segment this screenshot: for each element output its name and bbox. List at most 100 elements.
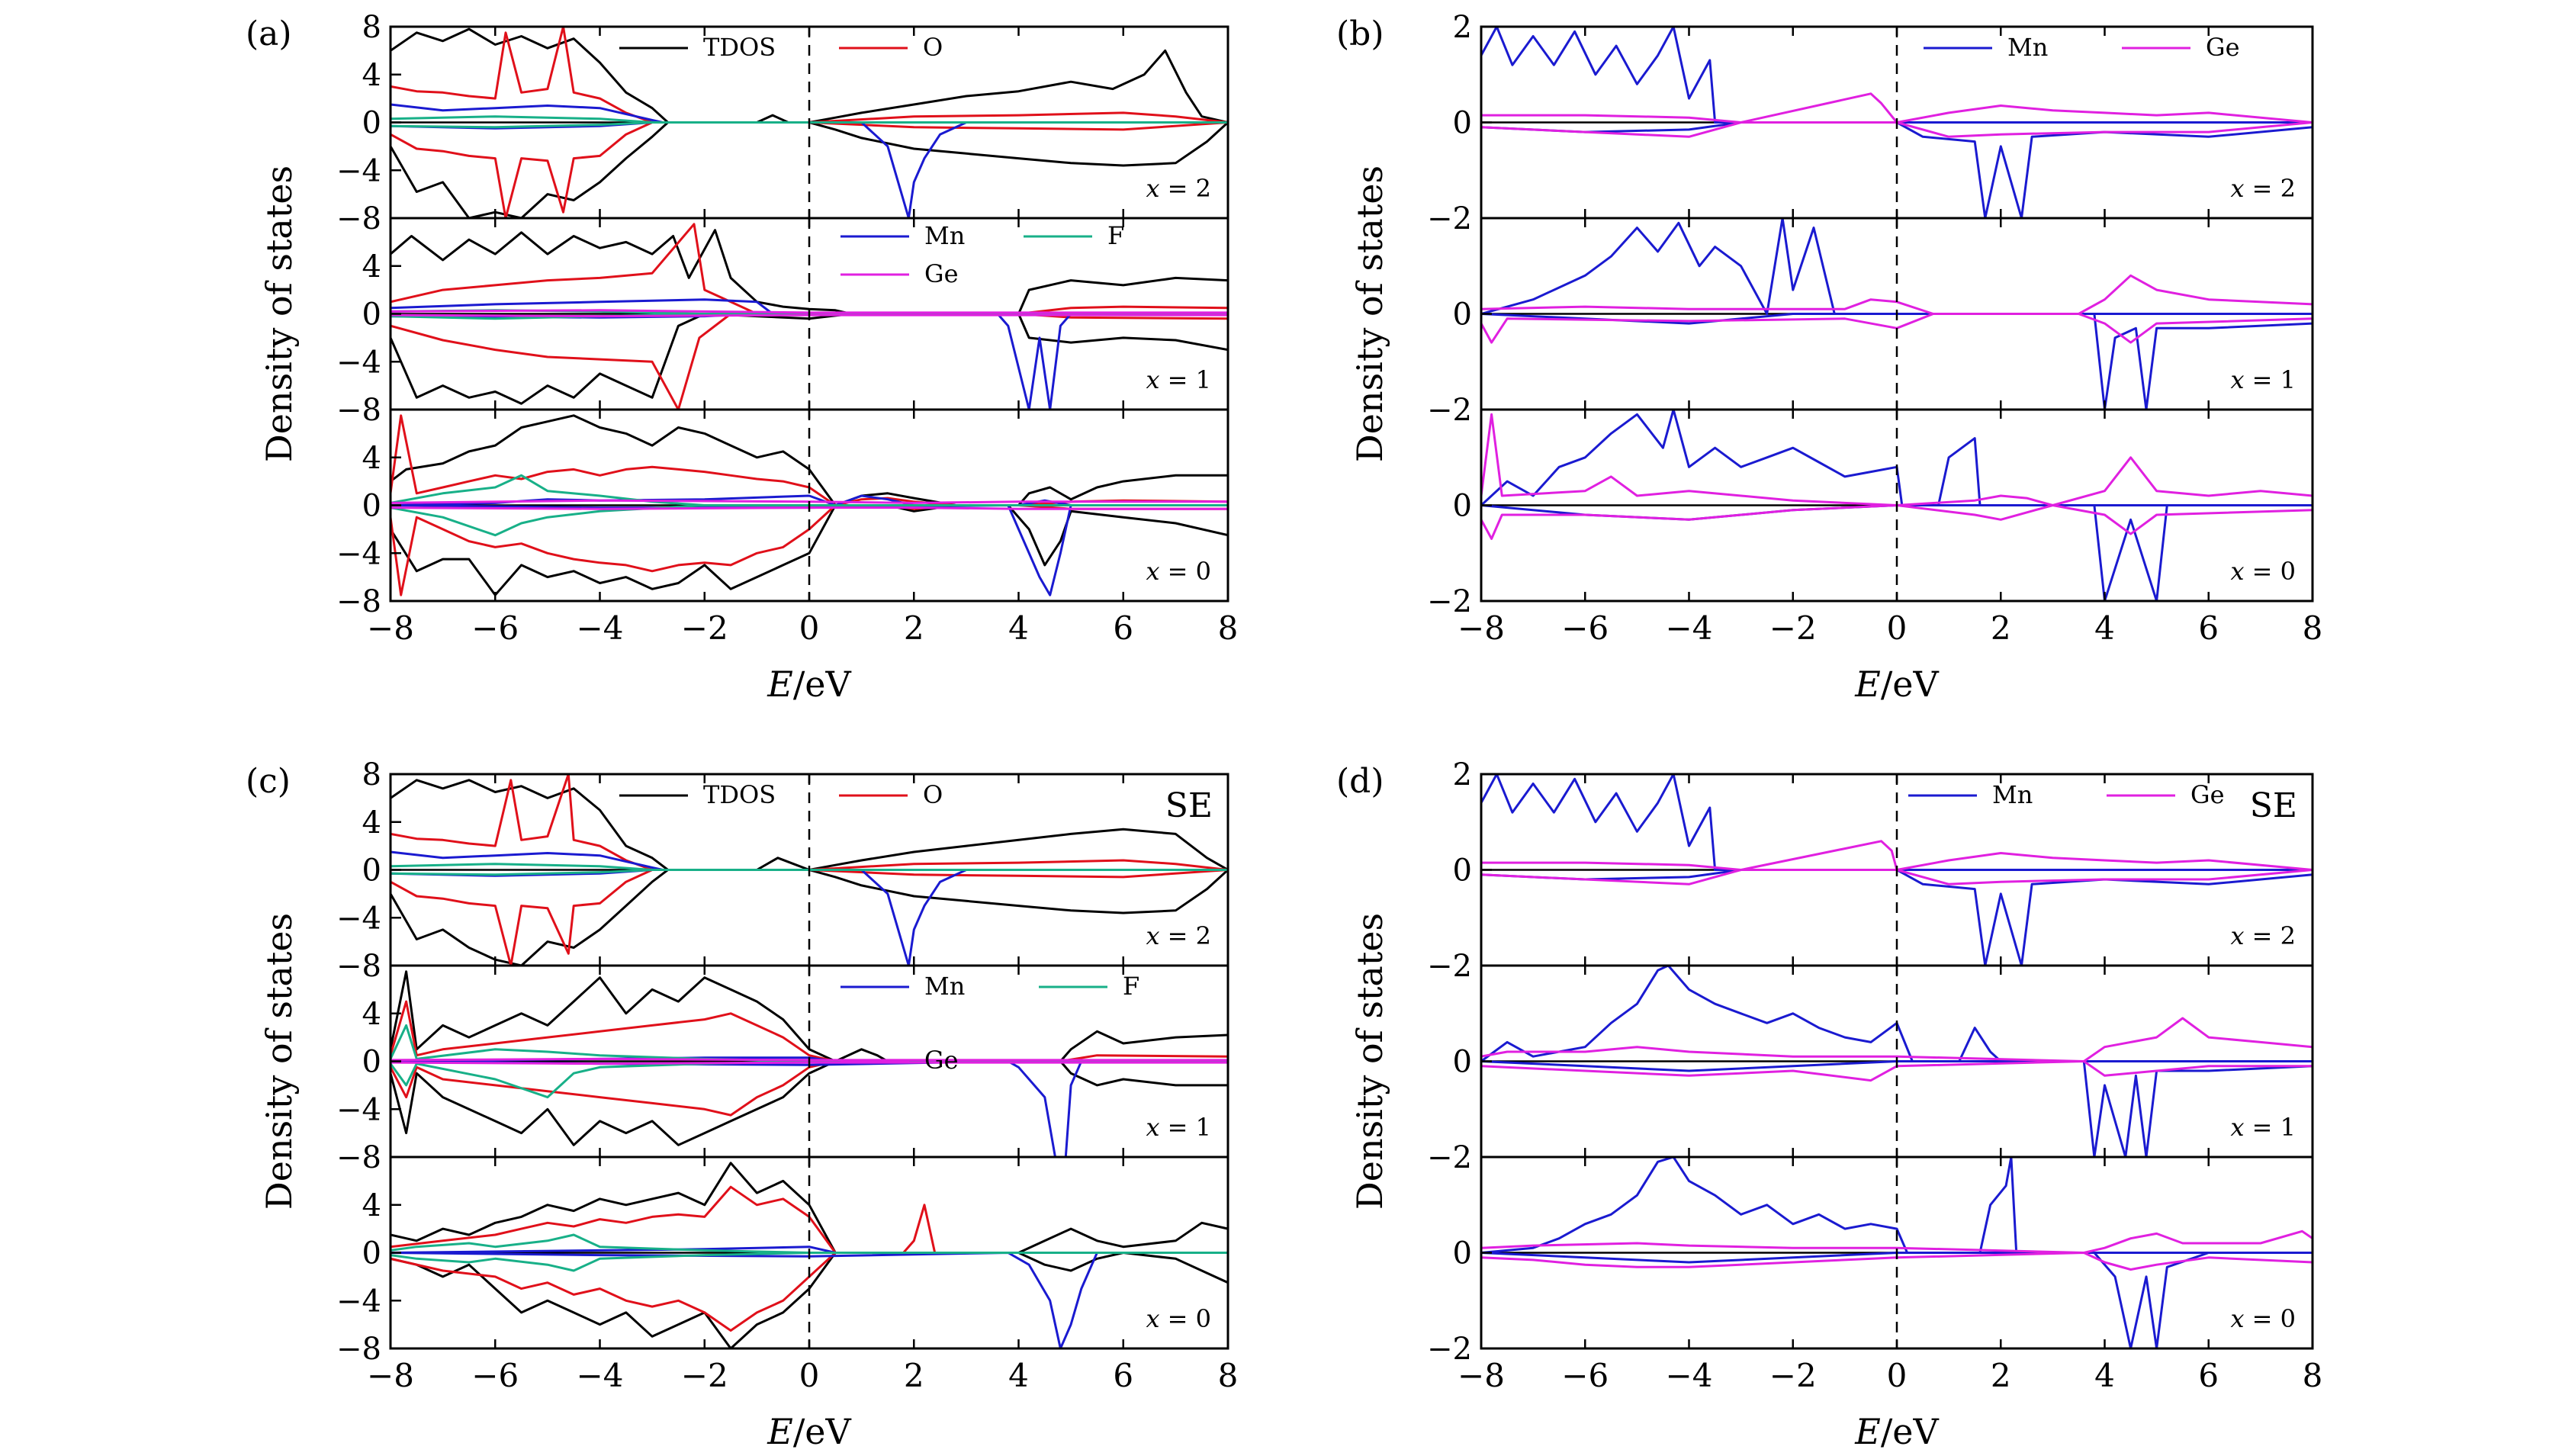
series-group	[1481, 27, 2313, 218]
series-group	[1481, 218, 2313, 410]
legend-label: F	[1107, 221, 1124, 250]
subplot-row: 4 0 −4 −8 x = 0	[336, 1155, 1229, 1367]
subplot-row: 4 0 −4 −8 x = 0	[336, 408, 1229, 619]
y-tick-label: 8	[362, 10, 381, 45]
x-tick-label: 2	[904, 609, 924, 647]
legend-label: Mn	[924, 972, 965, 1001]
y-tick-label: 8	[362, 757, 381, 792]
series-line-ge-down	[391, 506, 1228, 510]
series-group	[391, 27, 1228, 218]
panel-c: 8 4 0 −4 −8 x = 2 4 0 −4 −8 x = 1 4 0 −4 −8 x = 0 −8 −6 −4…	[246, 757, 1238, 1452]
series-line-tdos-down	[391, 313, 1228, 405]
y-tick-label: −2	[1427, 201, 1472, 236]
y-tick-label: 0	[1453, 106, 1472, 141]
x-tick-label: −2	[681, 1357, 728, 1394]
row-label: x = 2	[2230, 921, 2296, 950]
panel-label: (a)	[246, 14, 292, 53]
series-line-ge-down	[1481, 504, 2313, 540]
x-tick-label: 8	[2303, 609, 2323, 647]
y-tick-label: −8	[336, 1332, 381, 1367]
y-axis-label: Density of states	[1349, 166, 1390, 462]
series-line-ge-up	[1481, 1229, 2313, 1254]
series-line-ge-up	[391, 309, 1228, 314]
y-tick-label: 0	[362, 106, 381, 141]
x-tick-label: 2	[904, 1357, 924, 1394]
row-label: x = 2	[2230, 174, 2296, 203]
legend-label: Mn	[1992, 780, 2033, 809]
series-line-f-up	[391, 474, 1228, 506]
y-tick-label: −4	[336, 901, 381, 936]
series-group	[391, 414, 1228, 596]
subplot-row: 2 0 −2 x = 2	[1427, 757, 2314, 984]
series-group	[391, 774, 1228, 966]
series-line-ge-down	[1481, 313, 2313, 344]
x-tick-label: 8	[1218, 1357, 1239, 1394]
series-line-f-up	[391, 1233, 1228, 1254]
series-line-tdos-down	[391, 504, 1228, 596]
subplot-row: 2 0 −2 x = 2	[1427, 10, 2314, 236]
x-tick-label: −6	[1561, 1357, 1609, 1394]
series-line-mn-up	[1481, 218, 2313, 315]
subplot-row: 4 0 −4 −8 x = 1	[336, 217, 1229, 428]
x-tick-label: −4	[1666, 609, 1713, 647]
legend: Mn F	[840, 972, 1139, 1001]
y-axis-label: Density of states	[259, 166, 300, 462]
x-tick-label: −8	[367, 609, 414, 647]
panel-a: 8 4 0 −4 −8 x = 2 4 0 −4 −8 x = 1 4 0 −4 −8 x = 0 −8 −6 −4…	[246, 10, 1238, 705]
y-tick-label: 0	[1453, 853, 1472, 889]
series-group	[1481, 774, 2313, 966]
series-line-mn-down	[391, 121, 1228, 218]
series-line-mn-down	[391, 869, 1228, 966]
x-tick-label: −4	[577, 1357, 624, 1394]
y-tick-label: 4	[362, 1188, 381, 1223]
y-tick-label: −8	[336, 1140, 381, 1175]
row-label: x = 1	[1146, 1113, 1211, 1142]
series-line-ge-up	[1481, 1017, 2313, 1062]
series-line-f-down	[391, 1252, 1228, 1272]
x-tick-label: 6	[2198, 609, 2219, 647]
series-line-tdos-up	[391, 229, 1228, 315]
x-tick-label: 2	[1991, 1357, 2011, 1394]
y-tick-label: −4	[336, 536, 381, 571]
series-line-tdos-up	[391, 1162, 1228, 1254]
y-tick-label: 0	[1453, 297, 1472, 333]
y-tick-label: −4	[336, 1092, 381, 1127]
series-group	[391, 223, 1228, 410]
series-line-mn-up	[1481, 27, 2313, 124]
x-tick-label: 0	[1887, 1357, 1908, 1394]
series-line-tdos-up	[391, 970, 1228, 1062]
y-axis-label: Density of states	[1349, 913, 1390, 1210]
legend-label: TDOS	[703, 33, 776, 62]
subplot-row: 0 −2 x = 0	[1427, 408, 2314, 619]
series-line-f-down	[391, 121, 1228, 129]
row-label: x = 1	[2230, 1113, 2296, 1142]
legend-label: TDOS	[703, 780, 776, 809]
y-tick-label: 0	[1453, 489, 1472, 524]
legend: TDOS O	[619, 780, 943, 809]
panel-tag: SE	[1165, 786, 1213, 825]
series-line-ge-up	[391, 499, 1228, 504]
x-tick-label: −6	[471, 609, 519, 647]
series-line-ge-up	[391, 1057, 1228, 1062]
y-tick-label: −8	[336, 949, 381, 984]
x-tick-label: 4	[2094, 609, 2115, 647]
x-tick-label: −8	[1458, 1357, 1505, 1394]
x-tick-label: 4	[2094, 1357, 2115, 1394]
subplot-row: 8 4 0 −4 −8 x = 2	[336, 10, 1229, 236]
y-tick-label: 4	[362, 805, 381, 840]
series-line-mn-up	[1481, 410, 2313, 506]
x-tick-label: −4	[1666, 1357, 1713, 1394]
y-tick-label: −4	[336, 153, 381, 188]
row-label: x = 0	[2230, 1304, 2296, 1333]
series-line-tdos-up	[391, 414, 1228, 506]
x-tick-label: 0	[1887, 609, 1908, 647]
series-line-mn-down	[1481, 1252, 2313, 1348]
row-label: x = 2	[1146, 921, 1211, 950]
y-tick-label: 0	[362, 489, 381, 524]
legend-label: Ge	[924, 259, 959, 288]
x-tick-label: −2	[1769, 609, 1817, 647]
row-label: x = 1	[1146, 365, 1211, 394]
row-label: x = 0	[1146, 557, 1211, 586]
series-line-ge-up	[1481, 413, 2313, 506]
legend-label: Mn	[924, 221, 965, 250]
